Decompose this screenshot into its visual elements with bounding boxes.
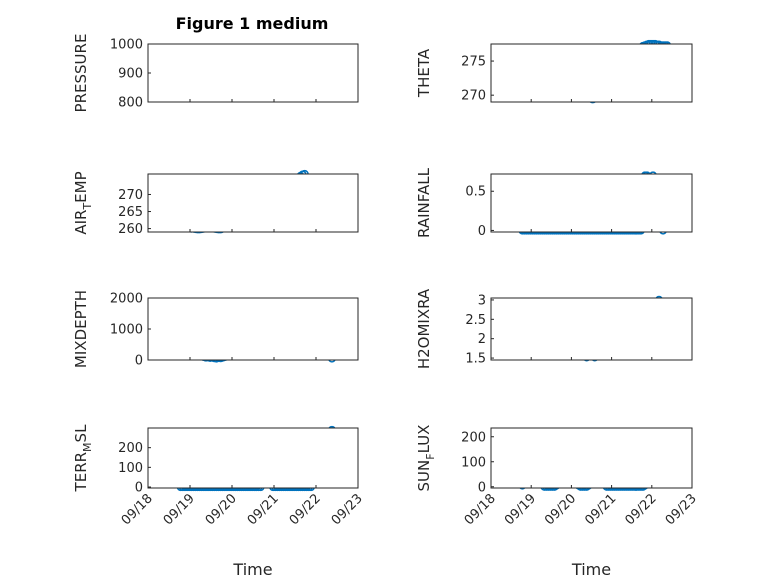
y-axis-label: AIRTEMP: [72, 171, 94, 234]
y-axis-label: H2OMIXRA: [415, 288, 433, 369]
axes-frame: [147, 173, 359, 233]
y-axis-label: PRESSURE: [72, 34, 90, 113]
subplot-pressure: 800 900 1000 PRESSURE: [72, 34, 359, 113]
figure-title: Figure 1 medium: [176, 14, 329, 33]
subplot-h2omixra: 1.5 2 2.5 3 H2OMIXRA: [415, 288, 693, 369]
y-tick-label: 100: [118, 461, 143, 476]
y-tick-label: 3: [478, 293, 486, 308]
subplot-mixdepth: 0 1000 2000 MIXDEPTH: [72, 290, 359, 369]
y-tick-label: 275: [461, 55, 486, 70]
y-axis-label: MIXDEPTH: [72, 290, 90, 368]
y-tick-label: 200: [118, 441, 143, 456]
y-tick-label: 260: [118, 222, 143, 237]
y-tick-label: 0.5: [465, 185, 486, 200]
y-tick-label: 2.5: [465, 313, 486, 328]
y-tick-label: 270: [461, 89, 486, 104]
y-tick-label: 0: [478, 224, 486, 239]
y-tick-label: 1000: [110, 323, 143, 338]
y-tick-label: 800: [118, 96, 143, 111]
y-tick-label: 1.5: [465, 352, 486, 367]
y-axis-label: SUNFLUX: [415, 425, 437, 492]
axes-frame: [147, 43, 359, 103]
axes-frame: [490, 427, 693, 489]
y-tick-label: 900: [118, 67, 143, 82]
subplot-air_temp: 260 265 270 AIRTEMP: [72, 169, 359, 237]
axes-frame: [490, 297, 693, 361]
y-tick-label: 0: [135, 481, 143, 496]
axes-frame: [490, 173, 693, 233]
x-axis-label: Time: [571, 560, 611, 579]
x-axis-label: Time: [232, 560, 272, 579]
y-tick-label: 2000: [110, 292, 143, 307]
y-axis-label: RAINFALL: [415, 167, 433, 238]
axes-frame: [147, 297, 359, 361]
y-tick-label: 100: [461, 455, 486, 470]
y-axis-label: THETA: [415, 48, 433, 98]
y-axis-label: TERRMSL: [72, 424, 94, 493]
y-tick-label: 2: [478, 332, 486, 347]
y-tick-label: 0: [135, 354, 143, 369]
y-tick-label: 265: [118, 205, 143, 220]
axes-frame: [147, 427, 359, 489]
y-tick-label: 200: [461, 430, 486, 445]
y-tick-label: 270: [118, 188, 143, 203]
subplot-rainfall: 0 0.5 RAINFALL: [415, 167, 693, 239]
axes-frame: [490, 43, 693, 103]
y-tick-label: 1000: [110, 38, 143, 53]
subplot-theta: 270 275 THETA: [415, 39, 693, 104]
y-tick-label: 0: [478, 480, 486, 495]
